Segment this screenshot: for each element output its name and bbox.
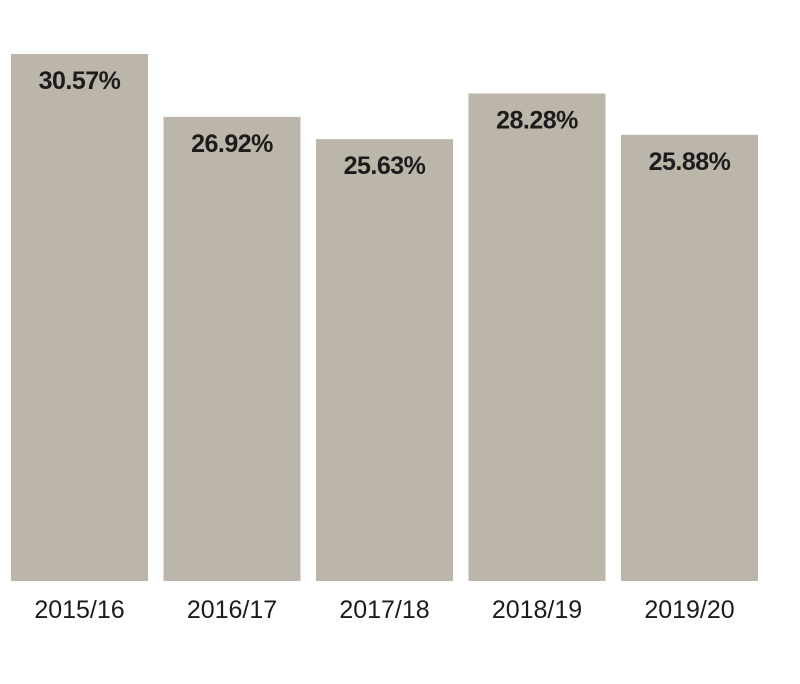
x-tick-label-2019-20: 2019/20 xyxy=(644,596,734,624)
x-axis-tick-labels: 2015/16 2016/17 2017/18 2018/19 2019/20 xyxy=(34,596,734,624)
value-label-2018-19: 28.28% xyxy=(496,107,578,135)
value-labels-group: 30.57% 26.92% 25.63% 28.28% 25.88% xyxy=(39,67,732,180)
bar-2019-20 xyxy=(621,134,758,582)
value-label-2017-18: 25.63% xyxy=(344,152,426,180)
bar-2018-19 xyxy=(468,93,606,581)
value-label-2015-16: 30.57% xyxy=(39,67,121,95)
x-tick-label-2018-19: 2018/19 xyxy=(492,596,582,624)
x-tick-label-2016-17: 2016/17 xyxy=(187,596,277,624)
bar-2016-17 xyxy=(163,116,301,582)
value-label-2016-17: 26.92% xyxy=(191,130,273,158)
value-label-2019-20: 25.88% xyxy=(649,148,731,176)
x-tick-label-2017-18: 2017/18 xyxy=(339,596,429,624)
bar-2015-16 xyxy=(11,54,148,581)
x-tick-label-2015-16: 2015/16 xyxy=(34,596,124,624)
bars-group xyxy=(11,54,758,582)
bar-2017-18 xyxy=(316,139,453,581)
